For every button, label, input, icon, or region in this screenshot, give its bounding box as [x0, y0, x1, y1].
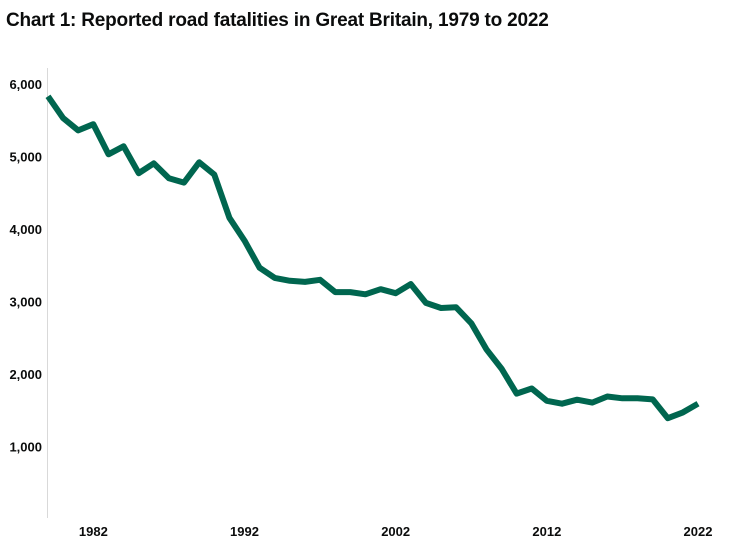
x-tick-label: 2012 [532, 524, 561, 539]
x-tick-label: 1982 [79, 524, 108, 539]
y-tick-label: 6,000 [9, 77, 42, 92]
y-tick-label: 5,000 [9, 150, 42, 165]
y-tick-label: 4,000 [9, 222, 42, 237]
chart-title: Chart 1: Reported road fatalities in Gre… [6, 10, 549, 31]
y-tick-label: 3,000 [9, 295, 42, 310]
x-tick-label: 2002 [381, 524, 410, 539]
y-tick-label: 1,000 [9, 440, 42, 455]
x-tick-label: 2022 [684, 524, 713, 539]
series-line [45, 94, 700, 422]
x-tick-label: 1992 [230, 524, 259, 539]
y-tick-label: 2,000 [9, 367, 42, 382]
